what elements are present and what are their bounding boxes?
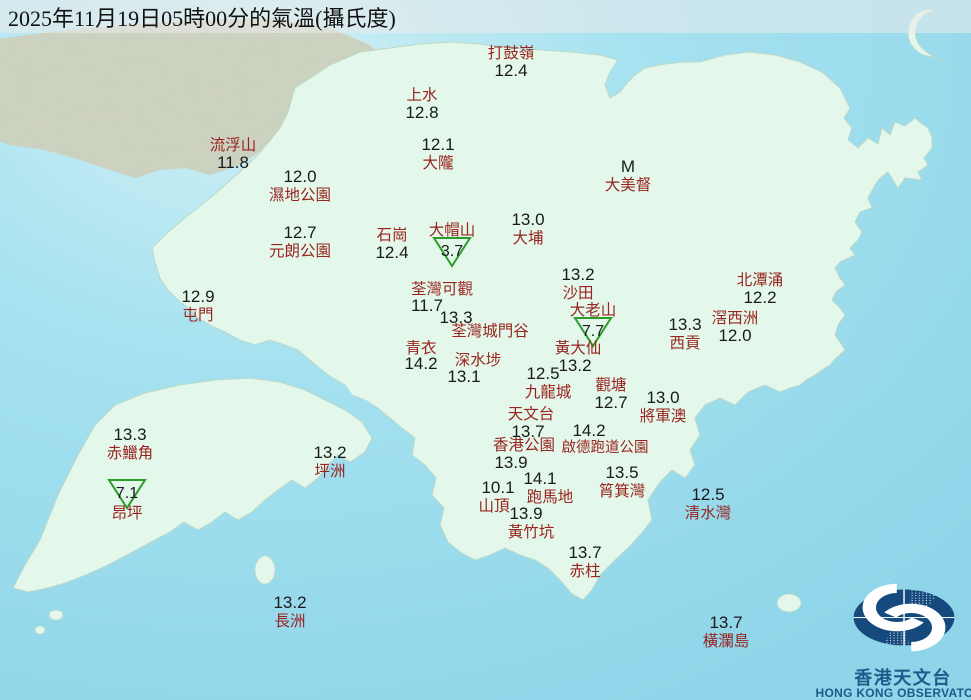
svg-text:11.8: 11.8 (217, 153, 249, 172)
svg-text:清水灣: 清水灣 (685, 504, 732, 522)
svg-text:元朗公園: 元朗公園 (269, 242, 331, 260)
svg-text:13.2: 13.2 (561, 265, 594, 284)
svg-text:13.5: 13.5 (605, 463, 638, 482)
svg-text:12.0: 12.0 (283, 167, 316, 186)
svg-text:石崗: 石崗 (376, 226, 407, 244)
svg-text:流浮山: 流浮山 (210, 136, 257, 154)
svg-text:大帽山: 大帽山 (429, 221, 476, 239)
svg-text:12.1: 12.1 (421, 135, 454, 154)
svg-text:14.1: 14.1 (523, 469, 556, 488)
svg-text:12.7: 12.7 (283, 223, 316, 242)
svg-text:13.2: 13.2 (558, 356, 591, 375)
svg-text:12.4: 12.4 (375, 243, 408, 262)
svg-text:12.7: 12.7 (594, 393, 627, 412)
svg-text:北潭涌: 北潭涌 (737, 271, 784, 289)
svg-text:黃竹坑: 黃竹坑 (508, 523, 555, 541)
svg-text:山頂: 山頂 (478, 497, 510, 515)
svg-text:M: M (621, 157, 635, 176)
svg-text:上水: 上水 (406, 86, 438, 104)
svg-text:大埔: 大埔 (512, 229, 543, 247)
svg-text:13.9: 13.9 (509, 504, 542, 523)
svg-text:13.3: 13.3 (113, 425, 146, 444)
svg-text:黃大仙: 黃大仙 (555, 339, 602, 357)
svg-text:12.0: 12.0 (718, 326, 751, 345)
svg-text:赤柱: 赤柱 (569, 562, 600, 580)
svg-text:長洲: 長洲 (274, 613, 305, 630)
svg-text:昂坪: 昂坪 (111, 504, 142, 522)
svg-text:14.2: 14.2 (572, 421, 605, 440)
svg-text:13.0: 13.0 (511, 210, 544, 229)
svg-text:荃灣城門谷: 荃灣城門谷 (451, 322, 529, 340)
svg-text:12.5: 12.5 (526, 364, 559, 383)
svg-text:橫瀾島: 橫瀾島 (703, 632, 750, 650)
svg-text:13.1: 13.1 (447, 367, 480, 386)
svg-text:13.3: 13.3 (668, 315, 701, 334)
svg-text:HONG KONG OBSERVATORY: HONG KONG OBSERVATORY (816, 686, 971, 700)
svg-text:7.1: 7.1 (116, 485, 138, 502)
svg-text:12.5: 12.5 (691, 485, 724, 504)
svg-text:觀塘: 觀塘 (595, 376, 626, 394)
svg-text:11.7: 11.7 (411, 296, 443, 315)
svg-text:濕地公園: 濕地公園 (269, 186, 331, 204)
svg-text:13.7: 13.7 (568, 543, 601, 562)
svg-text:14.2: 14.2 (404, 354, 437, 373)
svg-text:將軍澳: 將軍澳 (640, 407, 687, 425)
svg-text:香港天文台: 香港天文台 (853, 667, 952, 688)
svg-text:13.2: 13.2 (273, 593, 306, 612)
svg-text:大美督: 大美督 (605, 176, 652, 194)
svg-text:啟德跑道公園: 啟德跑道公園 (562, 439, 649, 456)
svg-text:大隴: 大隴 (422, 154, 453, 172)
svg-text:13.2: 13.2 (313, 443, 346, 462)
svg-text:12.2: 12.2 (743, 288, 776, 307)
svg-text:沙田: 沙田 (562, 285, 593, 302)
svg-text:天文台: 天文台 (508, 405, 555, 423)
svg-text:10.1: 10.1 (481, 478, 514, 497)
svg-text:打鼓嶺: 打鼓嶺 (488, 44, 535, 62)
svg-text:12.4: 12.4 (494, 61, 527, 80)
svg-text:屯門: 屯門 (182, 306, 213, 324)
svg-text:13.7: 13.7 (709, 613, 742, 632)
svg-text:滘西洲: 滘西洲 (712, 309, 759, 327)
svg-text:筲箕灣: 筲箕灣 (599, 482, 646, 500)
svg-text:赤鱲角: 赤鱲角 (107, 444, 154, 462)
svg-text:12.8: 12.8 (405, 103, 438, 122)
svg-text:坪洲: 坪洲 (314, 462, 345, 480)
svg-text:3.7: 3.7 (441, 243, 463, 260)
svg-text:西貢: 西貢 (669, 335, 700, 352)
svg-text:13.0: 13.0 (646, 388, 679, 407)
svg-text:大老山: 大老山 (570, 301, 617, 319)
svg-text:香港公園: 香港公園 (493, 436, 555, 454)
svg-text:九龍城: 九龍城 (525, 383, 572, 401)
svg-text:12.9: 12.9 (181, 287, 214, 306)
svg-text:7.7: 7.7 (582, 323, 604, 340)
